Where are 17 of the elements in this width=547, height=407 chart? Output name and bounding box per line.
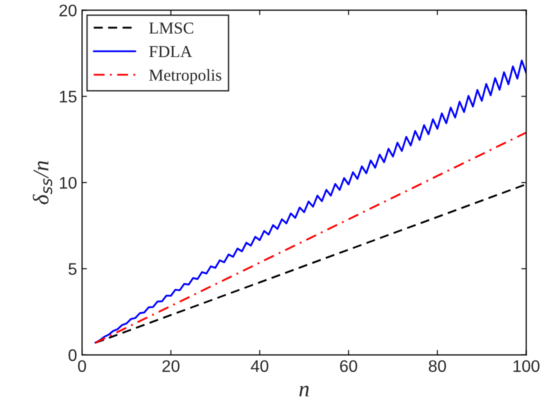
- x-tick-label: 80: [428, 360, 446, 372]
- legend-label: Metropolis: [149, 69, 222, 84]
- x-tick-label: 20: [162, 360, 180, 372]
- y-axis-title: δ$_{ss}$/n: [32, 161, 52, 204]
- x-axis-title: n: [299, 386, 309, 396]
- y-tick-label: 5: [68, 263, 76, 275]
- line-series: [94, 60, 526, 344]
- x-tick-label: 0: [78, 360, 86, 372]
- x-tick-label: 60: [340, 360, 358, 372]
- legend-label: FDLA: [149, 46, 192, 58]
- x-tick-label: 40: [250, 360, 268, 372]
- y-tick-label: 10: [60, 176, 77, 189]
- x-tick-label: 100: [514, 360, 540, 372]
- legend-label: LMSC: [149, 22, 194, 34]
- y-tick-label: 15: [60, 90, 76, 103]
- y-tick-label: 20: [59, 4, 77, 16]
- y-tick-label: 0: [68, 349, 77, 362]
